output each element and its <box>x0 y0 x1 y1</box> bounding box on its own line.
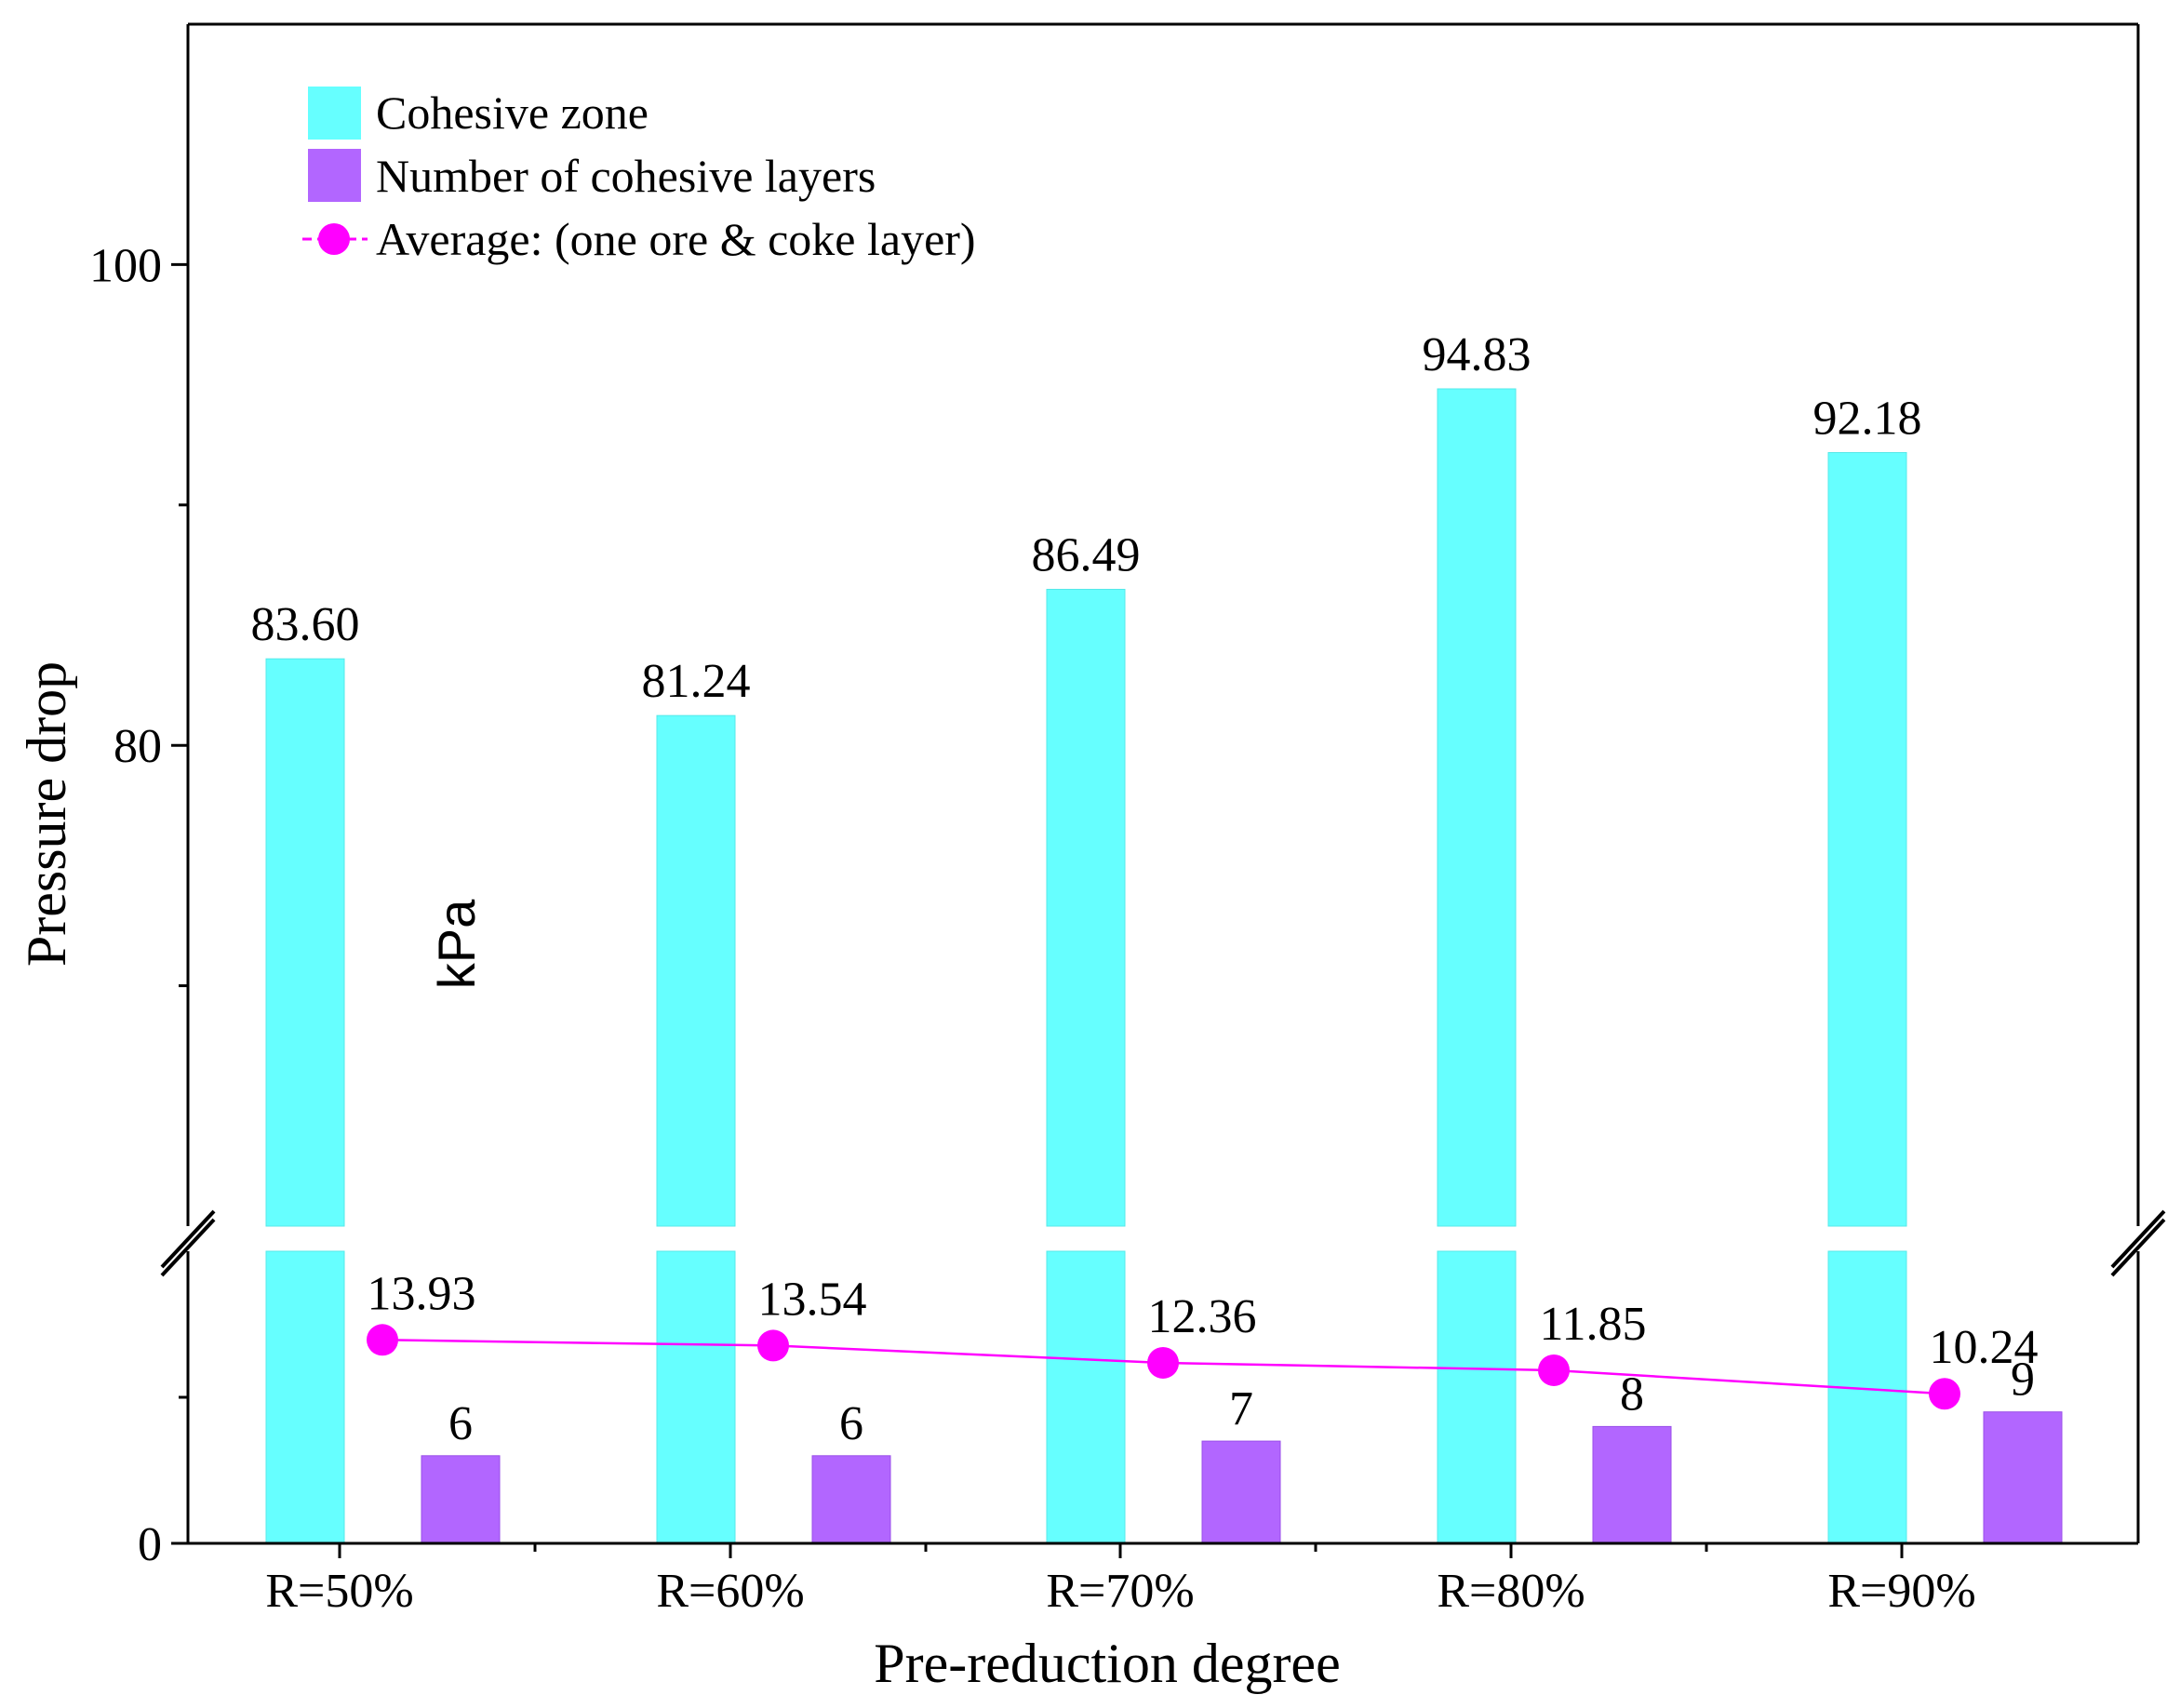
cohesive-zone-bar-upper <box>656 714 736 1227</box>
cohesive-zone-value-label: 86.49 <box>1032 528 1141 581</box>
axis-break-mark-right <box>2110 1209 2166 1269</box>
y-tick-label: 0 <box>138 1518 162 1571</box>
x-axis-title: Pre-reduction degree <box>874 1633 1340 1694</box>
average-point <box>1929 1378 1960 1410</box>
cohesive-zone-bar-upper <box>265 658 345 1227</box>
cohesive-zone-value-label: 81.24 <box>642 655 751 708</box>
legend-label-average: Average: (one ore & coke layer) <box>376 213 976 265</box>
average-value-label: 12.36 <box>1148 1290 1257 1343</box>
x-tick-label: R=60% <box>656 1565 804 1618</box>
cohesive-zone-bar-lower <box>1827 1250 1907 1544</box>
cohesive-layers-bar <box>1201 1440 1281 1544</box>
cohesive-layers-value-label: 6 <box>839 1397 863 1450</box>
axis-break-mark-left <box>160 1218 216 1277</box>
y-tick-label: 80 <box>114 720 162 773</box>
cohesive-zone-bar-upper <box>1827 451 1907 1227</box>
y-axis-title: Pressure drop <box>16 661 77 967</box>
cohesive-zone-bar-lower <box>1046 1250 1126 1544</box>
cohesive-zone-bar-upper <box>1046 588 1126 1227</box>
legend-swatch-cohesive-layers <box>308 149 361 202</box>
axis-break-mark-right <box>2110 1218 2166 1277</box>
average-value-label: 11.85 <box>1539 1298 1646 1351</box>
cohesive-layers-bar <box>421 1455 501 1544</box>
x-tick-label: R=50% <box>265 1565 413 1618</box>
cohesive-layers-value-label: 9 <box>2011 1354 2035 1407</box>
cohesive-zone-bar-lower <box>1437 1250 1517 1544</box>
cohesive-zone-value-label: 83.60 <box>251 598 360 651</box>
cohesive-zone-value-label: 94.83 <box>1423 328 1531 381</box>
cohesive-layers-value-label: 8 <box>1620 1368 1644 1421</box>
y-tick-label: 100 <box>89 239 162 292</box>
cohesive-zone-bar-lower <box>265 1250 345 1544</box>
cohesive-zone-bar-upper <box>1437 388 1517 1227</box>
cohesive-layers-bar <box>1983 1411 2063 1544</box>
legend-marker-average <box>318 223 350 255</box>
average-point <box>757 1329 789 1362</box>
y-axis-unit: kPa <box>427 899 486 989</box>
x-tick-label: R=80% <box>1437 1565 1585 1618</box>
x-tick-label: R=90% <box>1827 1565 1975 1618</box>
legend-label-cohesive-layers: Number of cohesive layers <box>376 150 876 202</box>
cohesive-layers-value-label: 6 <box>448 1397 473 1450</box>
average-value-label: 13.93 <box>368 1267 476 1320</box>
cohesive-zone-bar-lower <box>656 1250 736 1544</box>
average-point <box>1147 1346 1179 1379</box>
cohesive-layers-value-label: 7 <box>1229 1382 1253 1435</box>
average-value-label: 10.24 <box>1930 1321 2039 1374</box>
x-tick-label: R=70% <box>1046 1565 1194 1618</box>
average-value-label: 13.54 <box>758 1273 867 1326</box>
cohesive-layers-bar <box>811 1455 891 1544</box>
cohesive-layers-bar <box>1592 1425 1672 1544</box>
legend-swatch-cohesive-zone <box>308 87 361 140</box>
axis-break-gap <box>186 1227 2140 1250</box>
average-point <box>367 1324 398 1356</box>
average-point <box>1538 1354 1570 1386</box>
cohesive-zone-value-label: 92.18 <box>1813 392 1922 445</box>
axis-break-mark-left <box>160 1209 216 1269</box>
legend-label-cohesive-zone: Cohesive zone <box>376 87 649 139</box>
